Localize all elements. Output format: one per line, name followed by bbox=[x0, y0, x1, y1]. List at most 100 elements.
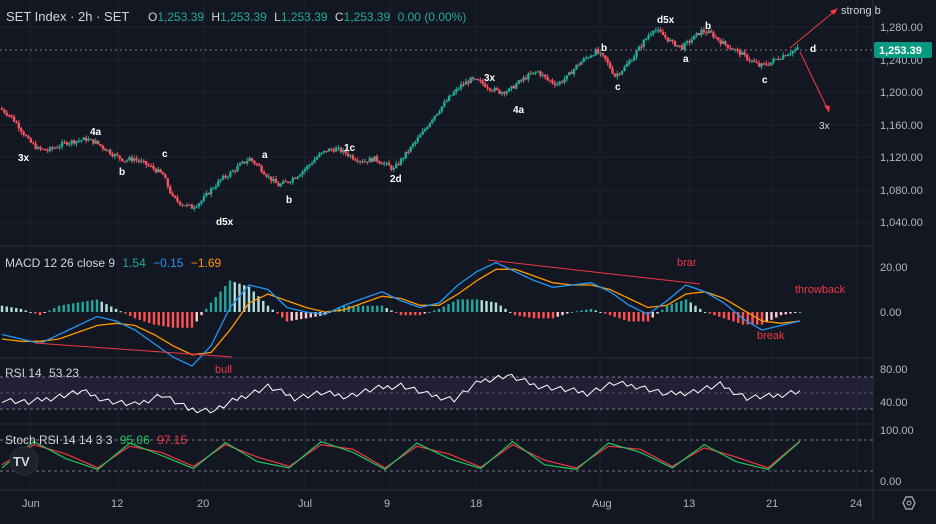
candle-body bbox=[130, 157, 133, 161]
macd-hist-bar bbox=[490, 301, 493, 312]
candle-body bbox=[77, 140, 81, 142]
time-tick: Jun bbox=[22, 498, 40, 510]
macd-hist-bar bbox=[575, 311, 578, 313]
macd-hist-bar bbox=[295, 312, 298, 320]
candle-body bbox=[149, 165, 153, 167]
candle-body bbox=[476, 78, 480, 81]
time-tick: 9 bbox=[384, 498, 390, 510]
candle-body bbox=[527, 73, 530, 80]
wave-label: 4a bbox=[90, 127, 102, 138]
candle-body bbox=[334, 147, 338, 152]
candle-body bbox=[310, 163, 314, 165]
arrow-up-head bbox=[830, 8, 838, 15]
macd-hist-bar bbox=[34, 312, 37, 314]
macd-hist-bar bbox=[718, 312, 721, 317]
candle-body bbox=[346, 153, 350, 156]
rsi-tick: 40.00 bbox=[880, 397, 908, 409]
candle-body bbox=[577, 64, 581, 66]
macd-hist-bar bbox=[447, 304, 450, 312]
macd-hist-bar bbox=[480, 300, 483, 312]
candle-body bbox=[36, 147, 40, 149]
macd-hist-bar bbox=[713, 312, 716, 316]
candle-body bbox=[440, 106, 444, 112]
macd-hist-bar bbox=[119, 311, 122, 313]
c-value: 1,253.39 bbox=[344, 10, 391, 24]
macd-hist-bar bbox=[456, 299, 460, 312]
rsi-line bbox=[1, 373, 801, 414]
macd-line bbox=[1, 261, 801, 367]
candle-body bbox=[226, 176, 230, 178]
candle-body bbox=[666, 37, 670, 42]
macd-hist-bar bbox=[243, 285, 246, 312]
candle-body bbox=[717, 37, 720, 41]
macd-hist-bar bbox=[699, 308, 702, 312]
macd-hist-bar bbox=[784, 312, 787, 315]
macd-hist-bar bbox=[323, 312, 327, 316]
candle-body bbox=[498, 89, 501, 94]
candle-body bbox=[56, 147, 59, 149]
candle-body bbox=[123, 161, 126, 163]
macd-hist-bar bbox=[67, 304, 70, 312]
l-label: L bbox=[274, 10, 281, 24]
macd-hist-bar bbox=[646, 312, 650, 322]
macd-hist-bar bbox=[105, 304, 108, 312]
macd-hist-bar bbox=[680, 300, 683, 312]
macd-hist-bar bbox=[551, 312, 555, 319]
macd-hist-bar bbox=[347, 305, 350, 312]
candle-body bbox=[786, 54, 790, 57]
candle-body bbox=[791, 50, 794, 54]
candle-body bbox=[197, 203, 201, 207]
candle-body bbox=[318, 154, 321, 158]
candle-body bbox=[445, 100, 448, 103]
candle-body bbox=[541, 74, 545, 76]
candle-body bbox=[455, 88, 458, 93]
candle-body bbox=[306, 165, 309, 169]
candle-body bbox=[205, 193, 208, 197]
macd-hist-bar bbox=[513, 312, 517, 316]
candle-body bbox=[409, 146, 412, 152]
candle-body bbox=[75, 141, 78, 144]
stoch-tick: 100.00 bbox=[880, 425, 914, 437]
macd-hist-bar bbox=[10, 307, 13, 312]
macd-hist-bar bbox=[209, 302, 213, 312]
arrow-down-line bbox=[799, 51, 829, 111]
candle-body bbox=[183, 205, 186, 207]
macd-hist-value: 1.54 bbox=[122, 256, 146, 270]
settings-gear-icon[interactable] bbox=[902, 496, 916, 510]
candle-body bbox=[534, 72, 537, 74]
macd-hist-bar bbox=[186, 312, 189, 328]
last-price-badge bbox=[874, 42, 932, 58]
tradingview-logo[interactable]: TV bbox=[9, 446, 39, 476]
candle-body bbox=[620, 70, 624, 75]
candle-body bbox=[524, 77, 528, 80]
candle-body bbox=[724, 41, 727, 45]
candle-body bbox=[394, 163, 398, 168]
macd-signal-value: −1.69 bbox=[191, 256, 222, 270]
candle-body bbox=[582, 58, 585, 62]
macd-hist-bar bbox=[775, 312, 778, 318]
macd-hist-bar bbox=[665, 305, 669, 312]
time-tick: 13 bbox=[683, 498, 695, 510]
candle-body bbox=[106, 149, 109, 151]
macd-hist-bar bbox=[779, 312, 783, 316]
candle-body bbox=[625, 63, 629, 67]
candle-body bbox=[24, 134, 28, 137]
candle-body bbox=[368, 158, 371, 163]
gear-icon[interactable] bbox=[902, 496, 916, 510]
macd-hist-bar bbox=[162, 312, 165, 327]
wave-label: c bbox=[162, 149, 168, 160]
candle-body bbox=[154, 168, 158, 173]
macd-hist-bar bbox=[214, 297, 217, 312]
candle-body bbox=[471, 77, 475, 80]
candle-body bbox=[366, 161, 369, 163]
candle-body bbox=[563, 79, 566, 83]
macd-note: brar bbox=[677, 257, 697, 269]
macd-tick: 20.00 bbox=[880, 262, 908, 274]
candle-body bbox=[767, 64, 770, 66]
macd-hist-bar bbox=[466, 299, 469, 312]
candle-body bbox=[349, 155, 352, 157]
candle-body bbox=[402, 158, 405, 160]
candle-body bbox=[65, 142, 69, 145]
macd-hist-bar bbox=[509, 312, 512, 313]
